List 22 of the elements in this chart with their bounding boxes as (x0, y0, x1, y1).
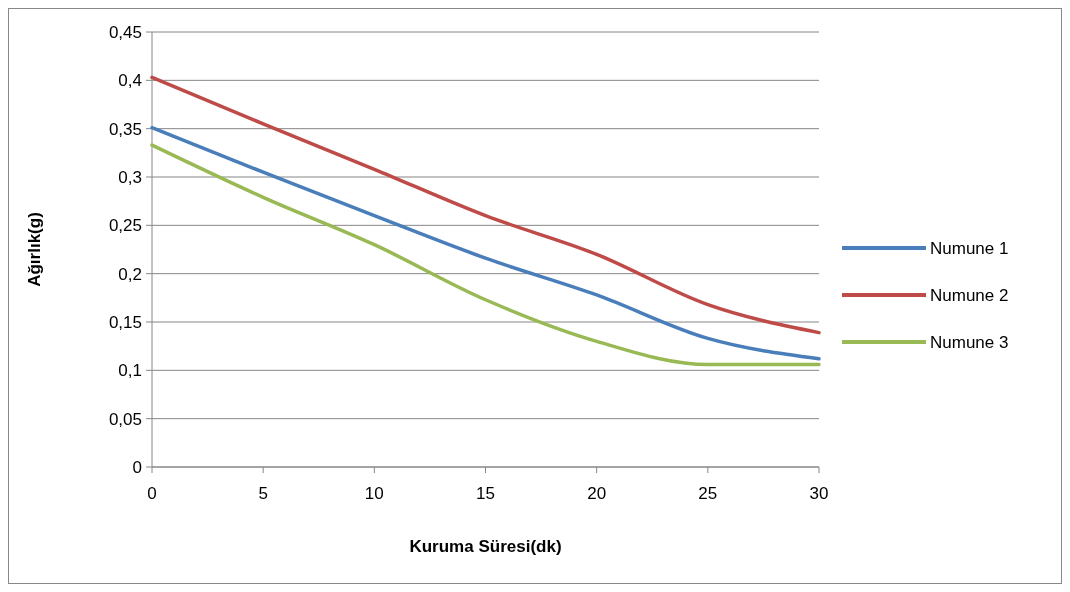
x-tick-label: 30 (809, 484, 829, 503)
y-tick-label: 0,15 (108, 312, 142, 332)
y-tick-label: 0 (132, 457, 142, 477)
legend-label: Numune 1 (930, 238, 1009, 258)
y-tick-label: 0,2 (118, 264, 142, 284)
x-tick-label: 5 (258, 484, 268, 503)
x-tick-label: 25 (698, 484, 718, 503)
x-tick-label: 15 (476, 484, 495, 503)
y-tick-label: 0,1 (118, 361, 142, 381)
legend-label: Numune 2 (930, 285, 1009, 305)
x-axis-title: Kuruma Süresi(dk) (409, 537, 562, 556)
x-tick-label: 0 (147, 484, 157, 503)
y-tick-label: 0,25 (108, 216, 142, 236)
y-tick-label: 0,45 (108, 22, 142, 42)
x-tick-label: 20 (587, 484, 607, 503)
y-tick-label: 0,4 (118, 71, 142, 91)
y-tick-label: 0,3 (118, 167, 142, 187)
legend-label: Numune 3 (930, 332, 1009, 352)
y-tick-label: 0,05 (108, 409, 142, 429)
y-axis-title: Ağırlık(g) (25, 212, 44, 287)
x-tick-label: 10 (364, 484, 384, 503)
y-tick-label: 0,35 (108, 119, 142, 139)
